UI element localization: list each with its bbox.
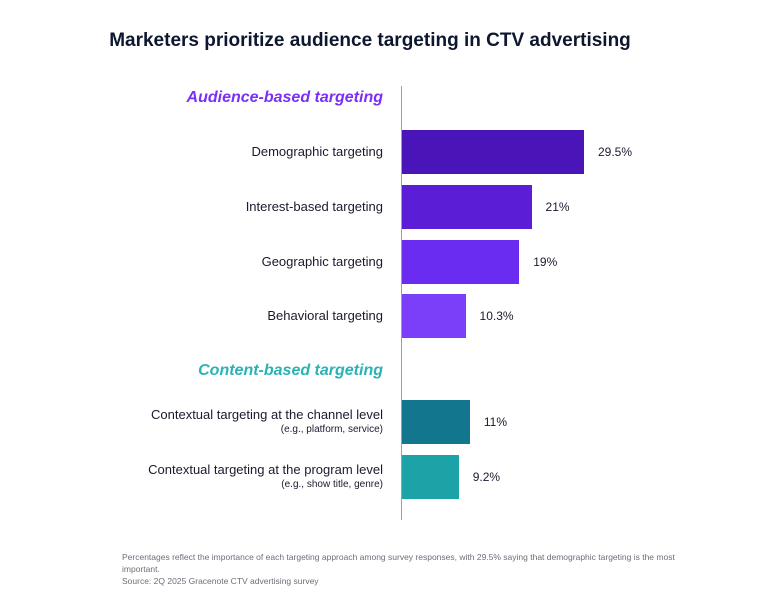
category-label-0-0: Demographic targeting [251,144,383,159]
source-text: Source: 2Q 2025 Gracenote CTV advertisin… [122,576,319,586]
group-label-1: Content-based targeting [198,362,383,379]
value-label-0-3: 10.3% [479,309,514,323]
chart-footnote: Percentages reflect the importance of ea… [122,551,682,587]
category-label-1-0: Contextual targeting at the channel leve… [151,407,383,435]
category-axis-line [401,86,402,520]
bar-0-0 [402,130,584,174]
category-sublabel-1-0: (e.g., platform, service) [280,424,383,435]
value-label-1-1: 9.2% [472,470,501,484]
value-label-1-0: 11% [483,415,507,429]
category-label-0-3: Behavioral targeting [267,308,383,323]
category-sublabel-1-1: (e.g., show title, genre) [281,479,383,490]
bar-1-0 [402,400,470,444]
bar-0-2 [402,240,520,284]
category-label-0-2: Geographic targeting [261,254,383,269]
footnote-text: Percentages reflect the importance of ea… [122,552,675,574]
value-label-0-1: 21% [545,200,570,214]
bar-0-3 [402,294,466,338]
bar-0-1 [402,185,532,229]
value-label-0-2: 19% [533,255,558,269]
category-label-1-1: Contextual targeting at the program leve… [148,462,383,490]
chart-title: Marketers prioritize audience targeting … [109,30,631,51]
group-label-0: Audience-based targeting [186,89,383,106]
value-label-0-0: 29.5% [598,145,633,159]
bar-1-1 [402,455,459,499]
category-label-0-1: Interest-based targeting [245,199,383,214]
